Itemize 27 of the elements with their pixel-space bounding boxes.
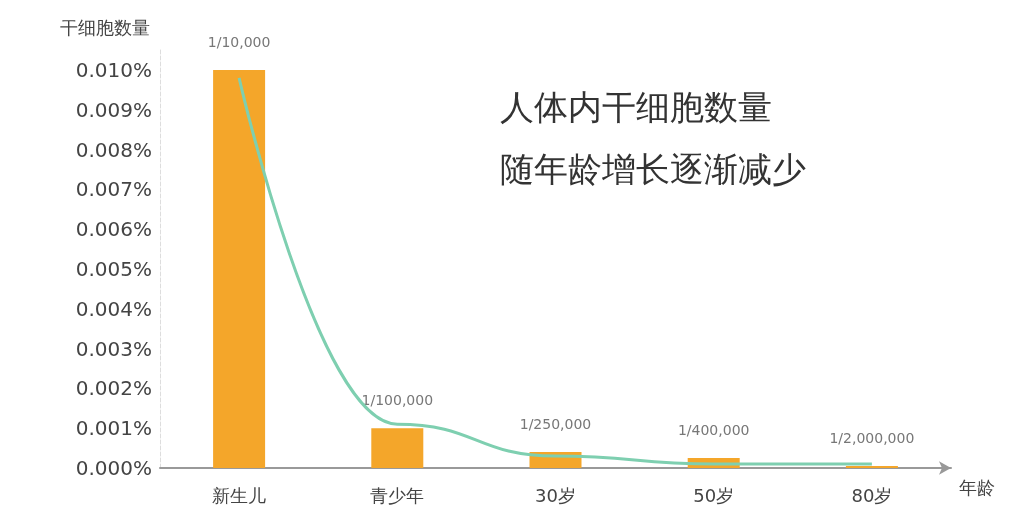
y-tick-label: 0.001% <box>75 416 152 441</box>
data-label: 1/100,000 <box>361 392 434 409</box>
y-tick-label: 0.009% <box>75 97 152 122</box>
y-tick-label: 0.007% <box>75 177 152 202</box>
x-axis-title: 年龄 <box>959 476 995 498</box>
y-tick-label: 0.004% <box>75 296 152 321</box>
y-tick-label: 0.006% <box>75 217 152 242</box>
x-tick-label: 30岁 <box>535 484 576 506</box>
y-tick-label: 0.002% <box>75 376 152 401</box>
y-tick-label: 0.005% <box>75 256 152 281</box>
y-tick-label: 0.008% <box>75 137 152 162</box>
annotation: 人体内干细胞数量 <box>500 87 772 127</box>
annotation: 随年龄增长逐渐减少 <box>500 149 806 189</box>
data-label: 1/10,000 <box>207 33 271 50</box>
x-tick-label: 新生儿 <box>212 484 267 506</box>
y-tick-label: 0.010% <box>75 57 152 82</box>
data-label: 1/250,000 <box>519 416 592 433</box>
data-label: 1/400,000 <box>677 422 750 439</box>
x-tick-label: 50岁 <box>693 484 735 506</box>
bar <box>213 69 266 468</box>
bar <box>371 428 424 468</box>
y-tick-label: 0.000% <box>75 456 152 480</box>
x-tick-label: 青少年 <box>370 484 425 506</box>
x-tick-label: 80岁 <box>851 484 893 506</box>
y-tick-label: 0.003% <box>75 336 152 361</box>
y-axis-title: 干细胞数量 <box>60 16 150 38</box>
data-label: 1/2,000,000 <box>829 430 915 447</box>
